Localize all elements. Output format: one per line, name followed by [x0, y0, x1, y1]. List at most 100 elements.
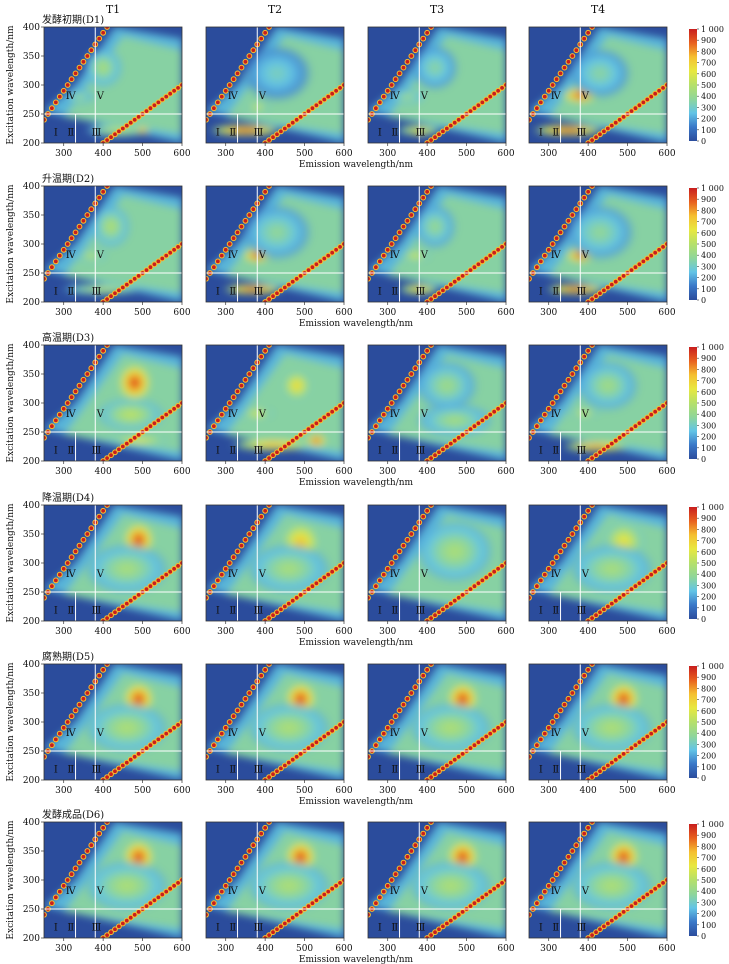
scatter-dot	[616, 275, 623, 282]
scatter-dot	[285, 281, 292, 288]
scatter-dot	[337, 244, 343, 250]
x-tick-label: 400	[95, 149, 112, 159]
region-label: Ⅴ	[420, 91, 429, 102]
scatter-dot	[656, 246, 663, 253]
scatter-dot	[131, 116, 138, 123]
scatter-dot	[487, 571, 494, 578]
panel-D5-T4: Ⅰ Ⅱ Ⅲ Ⅳ Ⅴ 300 400 500 600	[528, 663, 676, 796]
scatter-dot	[167, 568, 174, 575]
scatter-dot	[648, 252, 655, 259]
scatter-dot	[581, 830, 588, 837]
panel-frame	[367, 663, 507, 781]
y-tick-label: 250	[23, 428, 40, 438]
scatter-dot	[565, 853, 572, 860]
colorbar-tick-label: 500	[701, 718, 716, 727]
scatter-dot	[171, 405, 178, 412]
scatter-dot	[585, 299, 592, 302]
scatter-dot	[147, 742, 154, 749]
region-label: Ⅰ	[378, 764, 382, 775]
region-label: Ⅳ	[551, 728, 562, 739]
panel-frame	[205, 26, 345, 144]
scatter-dot	[127, 119, 134, 126]
region-label: Ⅱ	[229, 445, 236, 456]
panel-D5-T2: Ⅰ Ⅱ Ⅲ Ⅳ Ⅴ 300 400 500 600	[205, 663, 353, 796]
scatter-dot	[537, 577, 544, 584]
scatter-dot	[100, 188, 107, 195]
x-tick-label: 400	[580, 467, 597, 477]
x-tick-label: 500	[134, 149, 151, 159]
scatter-dot	[608, 759, 615, 766]
scatter-dot	[455, 753, 462, 760]
scatter-dot	[557, 707, 564, 714]
panel-D2-T4: Ⅰ Ⅱ Ⅲ Ⅳ Ⅴ 300 400 500 600	[528, 185, 676, 318]
column-title-T4: T4	[591, 3, 605, 16]
scatter-dot	[64, 241, 71, 247]
scatter-dot	[636, 261, 643, 268]
colorbar-tick-label: 300	[701, 421, 716, 430]
scatter-dot	[112, 926, 118, 933]
fluorescence-peak	[568, 859, 656, 912]
colorbar-tick-label: 300	[701, 103, 716, 112]
scatter-dot	[293, 434, 300, 441]
scatter-dot	[104, 455, 110, 461]
scatter-dot	[372, 423, 379, 430]
scatter-dot	[545, 405, 552, 412]
scatter-dot	[392, 713, 399, 720]
scatter-dot	[597, 768, 603, 775]
scatter-dot	[404, 853, 411, 860]
colorbar-tick-label: 900	[701, 36, 716, 45]
scatter-dot	[636, 739, 643, 746]
scatter-dot	[604, 284, 611, 291]
scatter-dot	[404, 536, 411, 543]
scatter-dot	[420, 35, 427, 42]
scatter-dot	[234, 70, 241, 77]
scatter-dot	[451, 278, 458, 285]
scatter-dot	[471, 264, 478, 271]
scatter-dot	[246, 848, 253, 854]
scatter-dot	[569, 690, 576, 696]
scatter-dot	[483, 255, 490, 262]
fluorescence-peak	[560, 441, 632, 452]
scatter-dot	[317, 736, 324, 743]
scatter-dot	[147, 264, 154, 271]
scatter-dot	[222, 565, 229, 572]
scatter-dot	[214, 894, 221, 901]
panel-D6-T4: Ⅰ Ⅱ Ⅲ Ⅳ Ⅴ 300 400 500 600	[528, 821, 676, 954]
scatter-dot	[104, 137, 110, 143]
fluorescence-peak	[75, 248, 108, 263]
scatter-dot	[660, 85, 666, 91]
colorbar-tick-label: 100	[701, 285, 716, 294]
region-label: Ⅲ	[416, 922, 426, 933]
scatter-dot	[529, 753, 532, 760]
fluorescence-peak	[245, 542, 333, 595]
scatter-dot	[640, 258, 647, 265]
scatter-dot	[656, 565, 663, 572]
region-label: Ⅱ	[391, 286, 398, 297]
scatter-dot	[262, 347, 269, 354]
region-label: Ⅱ	[391, 445, 398, 456]
scatter-dot	[604, 603, 611, 610]
scatter-dot	[581, 513, 588, 520]
scatter-dot	[440, 765, 446, 772]
scatter-dot	[652, 568, 659, 575]
row-label-D4: 降温期(D4)	[42, 491, 94, 504]
scatter-dot	[491, 568, 498, 575]
scatter-dot	[179, 877, 182, 883]
scatter-dot	[151, 739, 158, 746]
scatter-dot	[499, 85, 505, 91]
panel-plot	[529, 664, 667, 780]
x-tick-label: 500	[134, 467, 151, 477]
region-label: Ⅰ	[216, 127, 220, 138]
scatter-dot	[127, 437, 134, 444]
scatter-dot	[491, 885, 498, 892]
scatter-dot	[589, 774, 595, 780]
colorbar-tick-label: 700	[701, 218, 716, 227]
x-tick-label: 600	[497, 944, 514, 954]
y-axis-title-D2: Excitation wavelength/nm	[6, 184, 16, 304]
panel-plot	[368, 27, 506, 143]
scatter-dot	[309, 105, 316, 112]
scatter-dot	[440, 128, 446, 135]
scatter-dot	[285, 917, 292, 924]
scatter-dot	[380, 571, 387, 578]
y-tick-label: 300	[23, 399, 40, 409]
